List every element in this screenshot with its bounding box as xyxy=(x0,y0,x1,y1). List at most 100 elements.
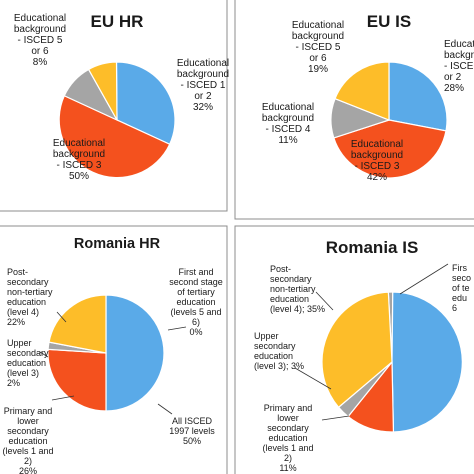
data-label-line-1-3-4: 19% xyxy=(308,64,328,75)
data-label-line-1-0-3: or 2 xyxy=(444,72,462,83)
data-label-0-3: Educational background - ISCED 5 or 6 8% xyxy=(14,13,66,68)
data-label-line-1-1-2: - ISCED 3 xyxy=(354,161,399,172)
pie-slice-1-0 xyxy=(388,61,448,132)
data-label-line-0-1-0: Educational xyxy=(53,138,105,149)
data-label-line-3-4-3: education xyxy=(270,294,309,304)
pie-slice-2-1 xyxy=(47,348,107,412)
chart-title-eu-hr: EU HR xyxy=(91,12,144,31)
panel-frame-eu-hr xyxy=(0,0,228,212)
data-label-3-4: Post-secondary non-tertiary education (leve… xyxy=(270,264,325,314)
data-label-line-2-1-0: Primary and xyxy=(4,406,53,416)
pie-slice-0-1 xyxy=(58,94,171,179)
data-label-line-2-0-2: 50% xyxy=(183,436,201,446)
data-label-line-1-2-2: - ISCED 4 xyxy=(265,124,310,135)
data-label-0-1: Educational background - ISCED 3 50% xyxy=(53,138,105,182)
pie-slice-3-4 xyxy=(321,291,393,409)
leader-line-2-1 xyxy=(51,395,75,401)
data-label-line-3-2-2: secondary xyxy=(267,423,309,433)
data-label-line-3-3-0: Upper xyxy=(254,331,279,341)
data-label-line-2-3-1: secondary xyxy=(7,277,49,287)
data-label-line-2-4-5: 6) xyxy=(192,317,200,327)
data-label-line-2-1-4: (levels 1 and xyxy=(2,446,53,456)
data-label-line-0-3-4: 8% xyxy=(33,57,48,68)
pie-slice-2-3 xyxy=(48,294,107,354)
data-label-line-3-0-0: Firs xyxy=(452,263,467,273)
pie-slice-0-3 xyxy=(87,61,118,121)
data-label-line-2-4-0: First and xyxy=(178,267,213,277)
data-label-line-3-3-3: (level 3); 3% xyxy=(254,361,304,371)
data-label-line-1-0-4: 28% xyxy=(444,83,464,94)
data-label-line-0-3-0: Educational xyxy=(14,13,66,24)
data-label-line-2-1-5: 2) xyxy=(24,456,32,466)
data-label-line-1-0-1: background xyxy=(444,50,474,61)
data-label-line-3-2-6: 11% xyxy=(279,463,296,473)
panel-frame-eu-is xyxy=(234,0,474,220)
data-label-line-0-0-3: or 2 xyxy=(194,91,212,102)
data-label-line-1-2-0: Educational xyxy=(262,102,314,113)
data-label-3-2: Primary and lower secondary education (level… xyxy=(262,403,313,473)
leader-line-3-0 xyxy=(399,263,449,295)
data-label-line-1-3-0: Educational xyxy=(292,20,344,31)
chart-title-romania-is: Romania IS xyxy=(326,238,419,257)
data-label-line-3-3-2: education xyxy=(254,351,293,361)
data-label-line-1-0-0: Educational xyxy=(444,39,474,50)
data-label-line-2-1-3: education xyxy=(8,436,47,446)
data-label-line-2-3-5: 22% xyxy=(7,317,25,327)
data-label-line-3-4-0: Post- xyxy=(270,264,291,274)
data-label-line-0-0-0: Educational xyxy=(177,58,229,69)
data-label-1-2: Educational background - ISCED 4 11% xyxy=(262,102,314,146)
data-label-line-2-4-3: education xyxy=(176,297,215,307)
data-label-line-2-1-1: lower xyxy=(17,416,39,426)
data-label-line-1-3-3: or 6 xyxy=(309,53,327,64)
data-label-line-2-4-2: of tertiary xyxy=(177,287,215,297)
data-label-line-2-1-6: 26% xyxy=(19,466,37,474)
data-label-line-3-2-5: 2) xyxy=(284,453,292,463)
data-label-line-3-0-1: seco xyxy=(452,273,471,283)
data-label-line-2-4-6: 0% xyxy=(189,327,202,337)
data-label-line-1-1-0: Educational xyxy=(351,139,403,150)
data-label-line-3-0-3: edu xyxy=(452,293,467,303)
data-label-line-2-2-4: 2% xyxy=(7,378,20,388)
data-label-line-1-1-1: background xyxy=(351,150,403,161)
pie-slice-1-1 xyxy=(333,119,447,179)
data-label-2-1: Primary and lower secondary education (level… xyxy=(2,406,53,474)
data-label-line-3-0-4: 6 xyxy=(452,303,457,313)
pie-slice-1-3 xyxy=(334,61,390,121)
data-label-line-3-2-1: lower xyxy=(277,413,299,423)
pie-slice-3-1 xyxy=(391,291,463,433)
pie-slice-0-0 xyxy=(115,61,176,146)
data-label-line-3-2-3: education xyxy=(268,433,307,443)
data-label-2-0: All ISCED 1997 levels 50% xyxy=(169,416,215,446)
data-label-line-2-0-1: 1997 levels xyxy=(169,426,215,436)
data-label-line-3-2-0: Primary and xyxy=(264,403,313,413)
data-label-line-0-3-3: or 6 xyxy=(31,46,49,57)
data-label-line-3-4-4: (level 4); 35% xyxy=(270,304,325,314)
leader-line-2-4 xyxy=(167,326,187,331)
data-label-line-2-4-1: second stage xyxy=(169,277,223,287)
data-label-line-1-3-2: - ISCED 5 xyxy=(295,42,340,53)
data-label-line-3-2-4: (levels 1 and xyxy=(262,443,313,453)
data-label-line-0-1-3: 50% xyxy=(69,171,89,182)
data-label-line-2-3-0: Post- xyxy=(7,267,28,277)
data-label-line-3-3-1: secondary xyxy=(254,341,296,351)
data-label-line-1-3-1: background xyxy=(292,31,344,42)
data-label-line-2-2-1: secondary xyxy=(7,348,49,358)
data-label-line-0-1-1: background xyxy=(53,149,105,160)
data-label-line-2-4-4: (levels 5 and xyxy=(170,307,221,317)
data-label-line-3-4-1: secondary xyxy=(270,274,312,284)
data-label-line-1-0-2: - ISCED 1 xyxy=(444,61,474,72)
data-label-line-0-0-2: - ISCED 1 xyxy=(180,80,225,91)
data-label-line-0-3-2: - ISCED 5 xyxy=(17,35,62,46)
data-label-line-1-2-1: background xyxy=(262,113,314,124)
chart-title-eu-is: EU IS xyxy=(367,12,411,31)
data-label-line-0-0-4: 32% xyxy=(193,102,213,113)
leader-line-2-0 xyxy=(157,403,173,415)
chart-title-romania-hr: Romania HR xyxy=(74,236,161,252)
data-label-2-3: Post-secondary non-tertiary education (leve… xyxy=(7,267,53,327)
data-label-line-2-0-0: All ISCED xyxy=(172,416,213,426)
data-label-line-0-3-1: background xyxy=(14,24,66,35)
data-label-1-3: Educational background - ISCED 5 or 6 19% xyxy=(292,20,344,75)
data-label-1-1: Educational background - ISCED 3 42% xyxy=(351,139,403,183)
panel-frame-romania-hr xyxy=(0,225,228,474)
